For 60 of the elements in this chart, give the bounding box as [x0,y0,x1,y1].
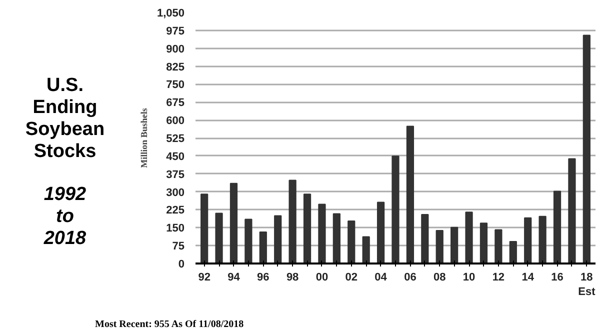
bar [509,241,517,264]
y-tick-label: 225 [166,204,185,217]
y-tick-label: 675 [166,97,185,110]
x-tick-label: 12 [492,272,505,284]
x-tick-label: 10 [462,272,476,284]
bar [582,34,590,264]
bar [421,214,429,264]
bar [362,236,370,264]
bar [553,190,562,264]
y-tick-label: 375 [166,168,185,181]
bar [406,126,414,264]
bar [230,182,238,264]
x-tick-label: 08 [434,272,446,284]
x-tick-label: 02 [345,272,358,284]
y-tick-label: 150 [166,222,185,235]
bar [392,156,400,264]
text: Most Recent: 955 As Of 11/08/2018 [95,319,244,330]
y-tick-label: 450 [166,150,185,163]
bar [436,230,444,264]
y-tick-label: 300 [166,186,185,199]
bar [303,194,312,264]
y-tick-label: 825 [166,61,185,74]
bar [538,216,546,264]
bar [480,222,488,264]
bar [568,158,576,264]
x-tick-label: 00 [316,272,328,284]
bar [244,218,252,264]
x-tick-label: 18 Est [578,272,596,298]
bar [465,212,473,264]
x-tick-label: 14 [522,272,535,284]
y-tick-label: 600 [166,115,185,128]
bar [200,194,208,264]
x-tick-label: 16 [551,272,564,284]
x-tick-label: 04 [374,272,388,284]
y-tick-label: 525 [166,133,185,145]
bar [524,217,532,264]
bar [450,226,458,264]
text: U.S. Ending Soybean Stocks [24,75,106,162]
x-tick-label: 96 [257,272,270,284]
y-tick-label: 975 [166,25,185,38]
x-tick-label: 94 [228,272,241,284]
bar [318,204,326,264]
bar [215,212,223,264]
y-axis-title: Million Bushels [138,108,149,168]
bar [288,180,296,264]
bar [348,220,356,264]
bar [376,202,385,264]
x-tick-label: 98 [286,272,299,284]
y-tick-label: 750 [166,79,185,92]
y-tick-label: 1,050 [156,8,185,20]
x-tick-label: 92 [198,272,210,284]
bar [332,213,340,264]
bar [259,231,267,264]
bar [494,229,502,264]
text: 1992 to 2018 [42,184,88,250]
bar [274,215,282,264]
y-tick-label: 900 [166,43,185,56]
x-tick-label: 06 [404,272,416,284]
y-tick-label: 75 [172,240,185,253]
y-tick-label: 0 [178,258,185,270]
